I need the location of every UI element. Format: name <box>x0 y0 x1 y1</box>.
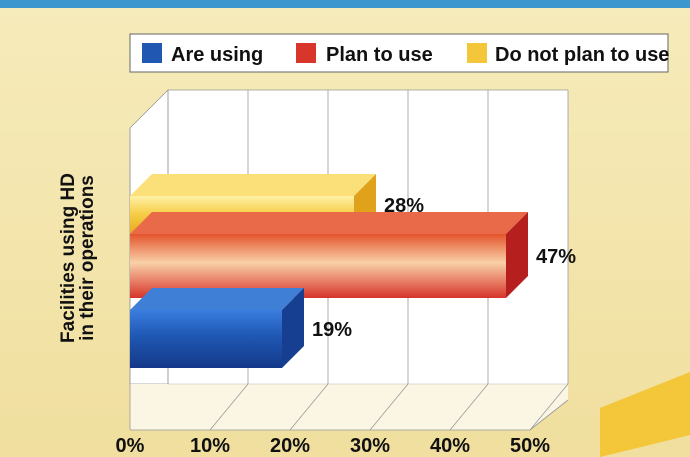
bar-are-using <box>130 288 304 368</box>
data-label-do-not-plan-to-use: 28% <box>384 195 424 217</box>
x-tick-label: 20% <box>270 435 310 457</box>
bar-top-face <box>130 174 376 196</box>
legend-swatch-do-not-plan-to-use <box>467 43 487 63</box>
bar-front-face <box>130 234 506 298</box>
x-tick-label: 0% <box>116 435 145 457</box>
legend-label-are-using: Are using <box>171 44 263 66</box>
bar-end-face <box>506 212 528 298</box>
data-label-are-using: 19% <box>312 319 352 341</box>
legend-label-do-not-plan-to-use: Do not plan to use <box>495 44 669 66</box>
x-tick-label: 40% <box>430 435 470 457</box>
data-label-plan-to-use: 47% <box>536 246 576 268</box>
y-axis-label: Facilities using HD in their operations <box>58 173 98 343</box>
legend-swatch-are-using <box>142 43 162 63</box>
bar-top-face <box>130 288 304 310</box>
bar-front-face <box>130 310 282 368</box>
floor-gridline <box>449 383 489 431</box>
floor-gridline <box>289 383 329 431</box>
bar-end-face <box>282 288 304 368</box>
legend: Are using Plan to use Do not plan to use <box>129 33 669 73</box>
top-strip <box>0 0 690 8</box>
floor <box>130 384 568 430</box>
floor-gridline <box>209 383 249 431</box>
legend-swatch-plan-to-use <box>296 43 316 63</box>
bars <box>130 174 528 368</box>
floor-gridline <box>529 383 569 431</box>
x-tick-label: 50% <box>510 435 550 457</box>
x-tick-label: 30% <box>350 435 390 457</box>
x-tick-label: 10% <box>190 435 230 457</box>
y-axis-label-line-1: Facilities using HD <box>58 173 79 343</box>
bar-top-face <box>130 212 528 234</box>
bar-plan-to-use <box>130 212 528 298</box>
corner-accent <box>600 372 690 457</box>
legend-box <box>129 33 669 73</box>
y-axis-label-line-2: in their operations <box>77 175 98 341</box>
floor-gridline <box>369 383 409 431</box>
data-labels: 28% 47% 19% <box>312 195 576 341</box>
x-axis-ticks: 0% 10% 20% 30% 40% 50% <box>116 435 551 457</box>
legend-label-plan-to-use: Plan to use <box>326 44 433 66</box>
